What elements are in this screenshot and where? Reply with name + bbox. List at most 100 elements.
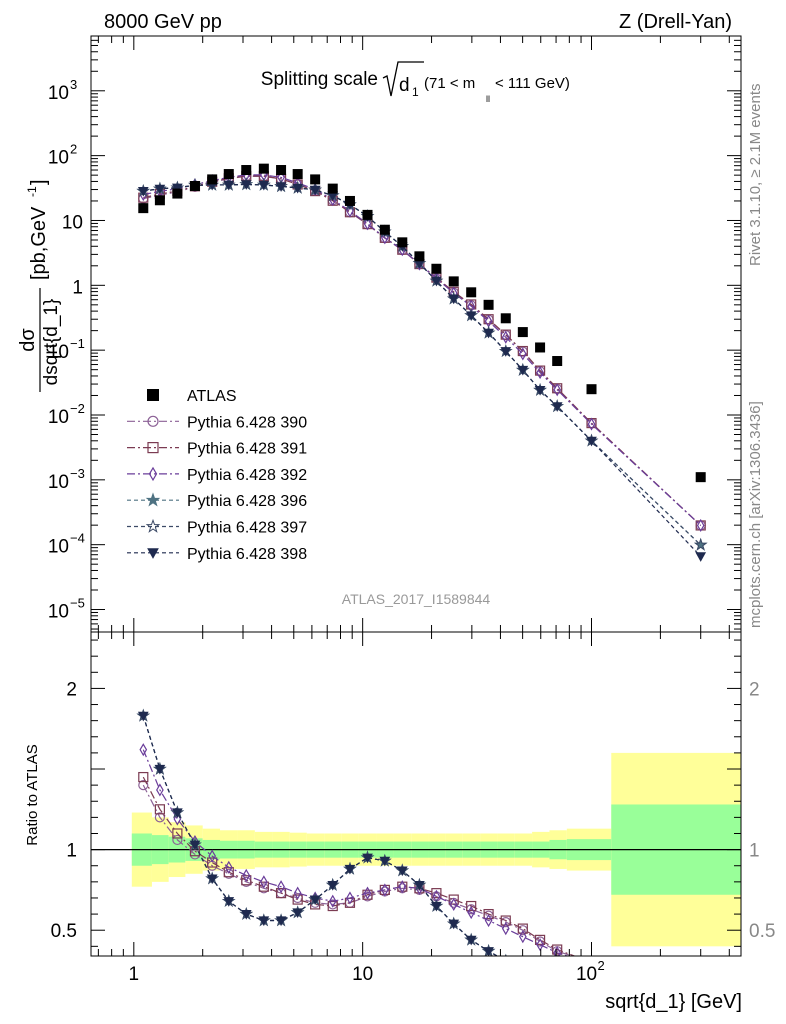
data-point: [695, 472, 706, 483]
ratio-point-3: [449, 897, 458, 912]
data-point: [344, 195, 355, 206]
ratio-point-3: [501, 922, 510, 936]
title-symbol: d: [399, 75, 410, 96]
y-tick-label: 10 −4: [48, 531, 85, 558]
title-main: Splitting scale: [261, 69, 378, 90]
ratio-point-3: [242, 868, 251, 882]
ratio-point-2: [483, 908, 494, 920]
legend-label: Pythia 6.428 391: [187, 441, 307, 458]
data-point: [138, 203, 149, 214]
data-point: [241, 165, 252, 176]
ratio-point-4: [504, 953, 507, 956]
ratio-point-2: [258, 881, 269, 892]
ratio-point-2: [466, 900, 477, 912]
ylabel-denominator: dsqrt{d_1}: [41, 299, 62, 386]
series-6-point: [695, 552, 707, 562]
ratio-point-2: [500, 915, 511, 926]
series-5-point: [693, 537, 708, 551]
series-6-point: [292, 183, 304, 194]
y-tick-label: 10 −1: [48, 336, 85, 363]
ratio-point-3: [208, 849, 217, 863]
data-point: [189, 181, 200, 192]
series-6-point: [223, 180, 235, 191]
ratio-point-3: [156, 783, 164, 797]
ratio-point-3: [536, 938, 544, 952]
y-tick-label: 10 2: [48, 142, 77, 169]
ratio-plot-area: [91, 708, 741, 956]
x-tick-label-base: 10: [352, 964, 373, 985]
ratio-point-2: [275, 888, 287, 899]
ylabel-numerator: dσ: [17, 328, 39, 352]
y-tick-label-exp: 3: [70, 77, 77, 92]
ratio-y-tick-label-right: 2: [749, 679, 760, 700]
series-3-point: [501, 330, 510, 344]
ratio-y-tick-label-right: 0.5: [749, 921, 775, 942]
series-line-4: [143, 183, 702, 546]
y-tick-label: 10 −5: [48, 596, 85, 623]
data-point: [223, 169, 234, 180]
ratio-point-3: [277, 880, 285, 894]
y-tick-label-exp: −1: [70, 336, 85, 351]
data-point: [327, 183, 338, 194]
legend-label: ATLAS: [187, 388, 237, 405]
ratio-point-3: [224, 860, 233, 874]
y-tick-label-base: 10: [48, 148, 69, 169]
energy-label: 8000 GeV pp: [104, 11, 222, 33]
x-tick-labels: 1 10 10 2: [129, 958, 605, 985]
y-tick-label-base: 1: [72, 277, 83, 298]
legend-label: Pythia 6.428 390: [187, 414, 307, 431]
data-point: [292, 169, 303, 180]
legend-marker: [147, 442, 159, 454]
y-tick-label-base: 10: [62, 212, 83, 233]
series-6-point: [240, 180, 252, 190]
title-range-b: < 111 GeV): [495, 75, 570, 92]
series-6-point: [517, 365, 529, 376]
ratio-point-6: [206, 874, 218, 885]
legend-label: Pythia 6.428 392: [187, 467, 307, 484]
series-3-point: [536, 365, 544, 380]
ratio-point-6: [396, 866, 408, 877]
data-point: [448, 276, 459, 287]
data-point: [586, 384, 597, 395]
ratio-point-6: [379, 856, 391, 867]
ratio-y-tick-label-right: 1: [749, 841, 760, 862]
series-3-point: [518, 347, 527, 361]
data-point: [500, 313, 511, 324]
main-plot-area: [136, 163, 708, 562]
ratio-point-6: [431, 901, 442, 912]
ratio-point-3: [139, 743, 148, 757]
ratio-point-2: [552, 944, 563, 955]
ratio-point-3: [363, 886, 372, 900]
data-point: [552, 356, 563, 367]
y-tick-label-exp: −5: [70, 596, 85, 611]
ratio-point-6: [137, 711, 149, 722]
x-tick-label-base: 10: [576, 964, 597, 985]
ylabel-units: [pb,GeV: [28, 206, 50, 280]
ratio-y-tick-label: 0.5: [51, 921, 77, 942]
y-tick-label-base: 10: [48, 537, 69, 558]
series-3-point: [553, 383, 562, 397]
main-frame: [90, 35, 742, 633]
legend-marker: [145, 492, 161, 507]
series-line-5: [143, 183, 702, 546]
ratio-point-2: [172, 828, 183, 839]
data-point: [414, 251, 425, 262]
ratio-point-3: [553, 946, 562, 956]
y-tick-label-base: 10: [48, 602, 69, 623]
ratio-point-6: [448, 919, 460, 930]
ratio-point-2: [154, 804, 165, 815]
ratio-point-3: [484, 913, 493, 928]
y-tick-label-base: 10: [48, 407, 69, 428]
ratio-ticks: 2 2 1 1 0.5 0.5: [51, 632, 775, 956]
series-3-point: [696, 518, 705, 533]
legend-label: Pythia 6.428 398: [187, 546, 307, 563]
ratio-panel: 2 2 1 1 0.5 0.5 Ratio to ATLAS: [24, 631, 775, 957]
data-point: [535, 342, 546, 353]
ratio-point-2: [207, 857, 218, 868]
legend-label: Pythia 6.428 397: [187, 520, 307, 537]
ratio-point-6: [223, 897, 235, 907]
x-tick-label: 10: [352, 964, 373, 985]
ratio-point-6: [258, 916, 270, 927]
series-3-point: [587, 417, 596, 431]
ratio-point-6: [275, 916, 287, 927]
